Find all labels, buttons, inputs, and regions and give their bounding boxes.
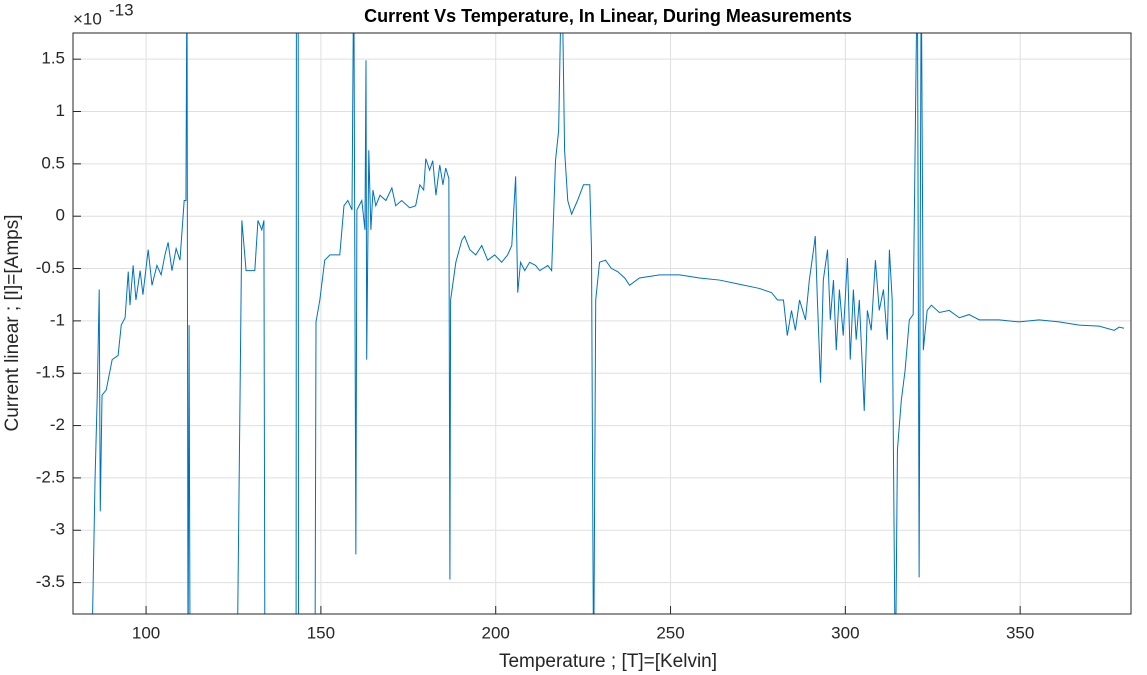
x-tick-label: 150 — [307, 623, 335, 642]
y-tick-label: 0.5 — [41, 153, 65, 172]
y-multiplier-exponent: -13 — [109, 0, 134, 19]
x-tick-label: 300 — [831, 623, 859, 642]
x-axis-label: Temperature ; [T]=[Kelvin] — [499, 651, 717, 672]
x-tick-label: 200 — [482, 623, 510, 642]
y-multiplier-base: ×10 — [73, 9, 102, 28]
y-tick-label: -3.5 — [36, 572, 65, 591]
axes-box — [72, 32, 1132, 615]
x-tick-label: 250 — [656, 623, 684, 642]
data-line — [92, 33, 1125, 614]
y-tick-label: -2.5 — [36, 467, 65, 486]
y-tick-label: 1.5 — [41, 49, 65, 68]
y-axis-label: Current linear ; [I]=[Amps] — [2, 215, 23, 432]
y-tick-label: 1 — [56, 101, 65, 120]
chart-title: Current Vs Temperature, In Linear, Durin… — [364, 6, 852, 26]
y-tick-label: -0.5 — [36, 258, 65, 277]
y-tick-label: -3 — [50, 520, 65, 539]
y-tick-label: -1 — [50, 310, 65, 329]
y-tick-label: 0 — [56, 206, 65, 225]
y-tick-label: -1.5 — [36, 363, 65, 382]
x-tick-label: 350 — [1006, 623, 1034, 642]
x-tick-label: 100 — [132, 623, 160, 642]
y-tick-label: -2 — [50, 415, 65, 434]
